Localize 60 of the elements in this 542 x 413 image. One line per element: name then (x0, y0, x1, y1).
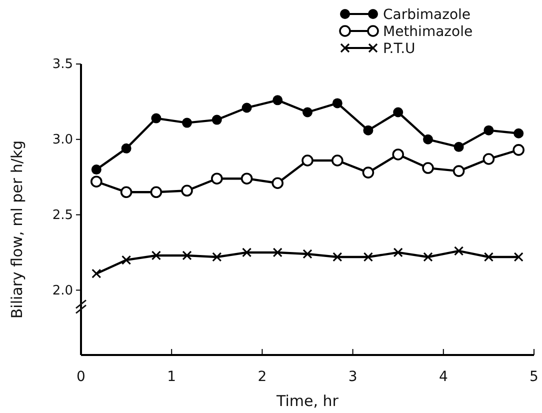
y-tick-label: 2.0 (52, 283, 73, 298)
point (332, 252, 342, 262)
point (484, 125, 494, 136)
point (302, 107, 312, 118)
point (120, 186, 132, 198)
point (363, 125, 374, 136)
point (90, 176, 102, 188)
point (212, 252, 222, 262)
x-tick-label: 3 (348, 369, 358, 385)
legend-label: P.T.U (383, 41, 416, 57)
point (484, 252, 494, 262)
point (181, 184, 193, 197)
point (272, 177, 284, 190)
point (332, 154, 344, 166)
point (514, 128, 524, 138)
point (91, 164, 102, 175)
point (151, 250, 161, 260)
x-axis-title: Time, hr (276, 392, 340, 410)
point (454, 246, 464, 256)
point (212, 114, 222, 125)
point (423, 252, 433, 262)
point (512, 144, 524, 156)
x-tick-label: 4 (438, 369, 448, 385)
point (363, 252, 373, 262)
point (423, 134, 433, 144)
point (272, 95, 283, 106)
point (362, 166, 374, 178)
point (211, 172, 223, 184)
x-tick-label: 2 (258, 369, 267, 385)
point (392, 148, 404, 160)
point (92, 268, 102, 278)
point (452, 165, 465, 177)
x-tick-label: 1 (167, 369, 176, 385)
point (151, 113, 162, 124)
point (454, 142, 464, 152)
point (272, 248, 282, 258)
y-tick-label: 3.5 (52, 57, 73, 72)
point (121, 143, 132, 154)
point (393, 107, 404, 118)
y-tick-label: 2.5 (52, 208, 73, 223)
point (150, 186, 162, 198)
legend-label: Carbimazole (383, 7, 471, 23)
point (240, 172, 253, 184)
point (182, 250, 192, 260)
point (332, 98, 342, 108)
point (182, 118, 192, 128)
y-axis-title: Biliary flow, ml per h/kg (8, 140, 26, 319)
y-tick-label: 3.0 (52, 132, 73, 148)
point (302, 154, 314, 166)
point (242, 248, 252, 258)
point (393, 248, 403, 258)
point (122, 255, 132, 265)
legend-label: Methimazole (383, 24, 473, 40)
point (302, 249, 312, 259)
point (482, 153, 495, 165)
x-tick-label: 0 (76, 369, 86, 385)
x-tick-label: 5 (530, 369, 538, 385)
point (422, 162, 434, 174)
point (242, 102, 252, 113)
point (514, 252, 524, 262)
